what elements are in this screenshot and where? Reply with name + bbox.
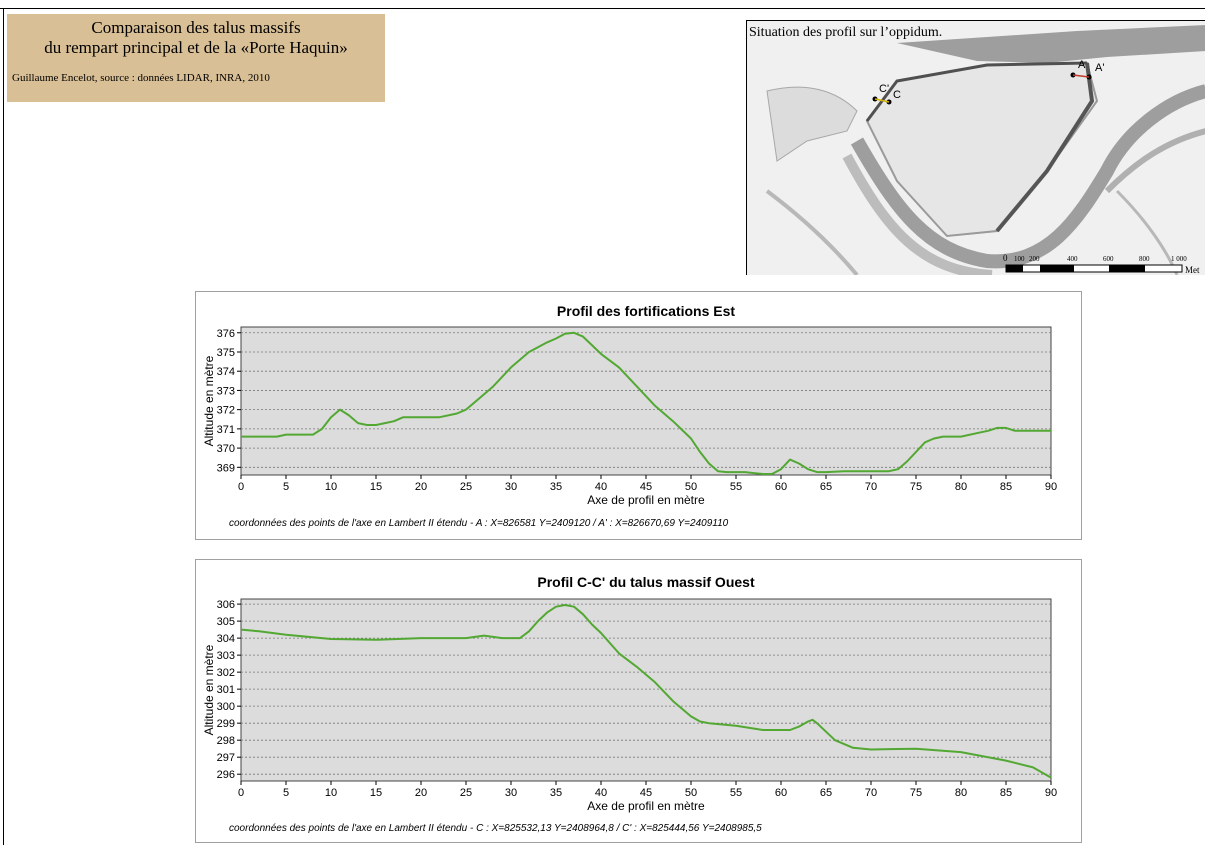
frame-left-line (3, 8, 4, 845)
x-tick-label: 20 (415, 481, 427, 493)
x-tick-label: 55 (730, 481, 742, 493)
x-tick-label: 35 (550, 787, 562, 799)
y-tick-label: 373 (217, 385, 235, 397)
plot-area (240, 598, 1052, 782)
chart-panel-est: Profil des fortifications Est 369 370 371 37… (195, 291, 1082, 540)
plot-area (240, 326, 1052, 476)
x-tick-label: 15 (370, 481, 382, 493)
x-tick-label: 65 (820, 787, 832, 799)
map-label-c: C (893, 89, 901, 101)
x-tick-label: 50 (685, 481, 697, 493)
y-tick-label: 299 (217, 718, 235, 730)
x-tick-label: 70 (865, 787, 877, 799)
x-tick-label: 65 (820, 481, 832, 493)
scale-unit: Met (1185, 265, 1200, 275)
scale-label-400: 400 (1067, 255, 1078, 263)
scale-label-1000: 1 000 (1171, 255, 1187, 263)
x-tick-label: 80 (955, 481, 967, 493)
y-axis-title: Altitude en mètre (202, 355, 216, 446)
x-tick-label: 90 (1045, 787, 1057, 799)
chart-ouest-svg: Profil C-C' du talus massif Ouest 296 297 2… (202, 574, 1057, 813)
x-tick-label: 40 (595, 787, 607, 799)
x-tick-label: 25 (460, 481, 472, 493)
y-tick-label: 305 (217, 616, 235, 628)
source-credit: Guillaume Encelot, source : données LIDA… (12, 72, 270, 84)
x-tick-label: 90 (1045, 481, 1057, 493)
profile-series-line (240, 604, 1052, 779)
y-tick-label: 304 (217, 633, 235, 645)
frame-top-line (0, 8, 1205, 9)
y-tick-label: 374 (217, 366, 235, 378)
x-tick-label: 60 (775, 481, 787, 493)
x-tick-label: 40 (595, 481, 607, 493)
x-axis-title: Axe de profil en mètre (587, 493, 705, 507)
y-tick-label: 369 (217, 462, 235, 474)
x-tick-label: 30 (505, 481, 517, 493)
y-tick-label: 376 (217, 328, 235, 340)
coordinates-note-c: coordonnées des points de l'axe en Lambe… (229, 823, 762, 834)
map-label-a: A (1078, 59, 1086, 71)
x-tick-label: 15 (370, 787, 382, 799)
x-tick-label: 85 (1000, 787, 1012, 799)
scale-bar: 0 100 200 400 600 800 1 000 Met (1003, 253, 1200, 275)
chart-title: Profil C-C' du talus massif Ouest (537, 574, 755, 590)
map-label-a-prime: A' (1095, 62, 1104, 74)
x-tick-label: 45 (640, 481, 652, 493)
x-tick-label: 55 (730, 787, 742, 799)
x-tick-label: 10 (325, 481, 337, 493)
page-title-line2: du rempart principal et de la «Porte Haq… (44, 38, 348, 57)
y-tick-label: 296 (217, 769, 235, 781)
y-tick-label: 372 (217, 405, 235, 417)
lidar-terrain-image: A A' C' C 0 100 200 400 600 800 1 000 Me… (747, 21, 1205, 275)
x-tick-label: 85 (1000, 481, 1012, 493)
x-tick-label: 10 (325, 787, 337, 799)
y-tick-label: 297 (217, 752, 235, 764)
x-tick-label: 25 (460, 787, 472, 799)
chart-panel-ouest: Profil C-C' du talus massif Ouest 296 297 2… (195, 559, 1082, 843)
x-tick-label: 0 (238, 787, 244, 799)
y-tick-label: 306 (217, 599, 235, 611)
scale-label-200: 200 (1029, 255, 1040, 263)
page-title-line1: Comparaison des talus massifs (91, 18, 301, 37)
title-box: Comparaison des talus massifs du rempart… (7, 14, 385, 102)
scale-label-0: 0 (1003, 253, 1008, 263)
x-tick-label: 50 (685, 787, 697, 799)
y-tick-label: 298 (217, 735, 235, 747)
x-tick-label: 5 (283, 481, 289, 493)
scale-label-100: 100 (1014, 255, 1025, 263)
y-tick-label: 303 (217, 650, 235, 662)
profile-series-line (241, 331, 1051, 475)
x-tick-label: 75 (910, 787, 922, 799)
x-tick-label: 0 (238, 481, 244, 493)
y-tick-label: 300 (217, 701, 235, 713)
x-tick-label: 45 (640, 787, 652, 799)
y-tick-label: 371 (217, 424, 235, 436)
x-tick-label: 20 (415, 787, 427, 799)
map-label-c-prime: C' (879, 83, 889, 95)
oppidum-map: Situation des profil sur l’oppidum. A A'… (746, 20, 1205, 275)
x-tick-label: 70 (865, 481, 877, 493)
x-tick-label: 75 (910, 481, 922, 493)
y-tick-label: 370 (217, 443, 235, 455)
x-tick-label: 5 (283, 787, 289, 799)
x-tick-label: 35 (550, 481, 562, 493)
y-tick-label: 375 (217, 347, 235, 359)
chart-title: Profil des fortifications Est (557, 303, 735, 319)
coordinates-note-a: coordonnées des points de l'axe en Lambe… (229, 518, 729, 529)
x-tick-label: 80 (955, 787, 967, 799)
y-tick-label: 302 (217, 667, 235, 679)
scale-label-800: 800 (1139, 255, 1150, 263)
x-tick-label: 60 (775, 787, 787, 799)
map-caption: Situation des profil sur l’oppidum. (749, 25, 943, 40)
scale-label-600: 600 (1103, 255, 1114, 263)
x-axis-title: Axe de profil en mètre (587, 799, 705, 813)
y-axis-title: Altitude en mètre (202, 644, 216, 735)
y-tick-label: 301 (217, 684, 235, 696)
x-tick-label: 30 (505, 787, 517, 799)
chart-est-svg: Profil des fortifications Est 369 370 371 37… (202, 303, 1057, 507)
